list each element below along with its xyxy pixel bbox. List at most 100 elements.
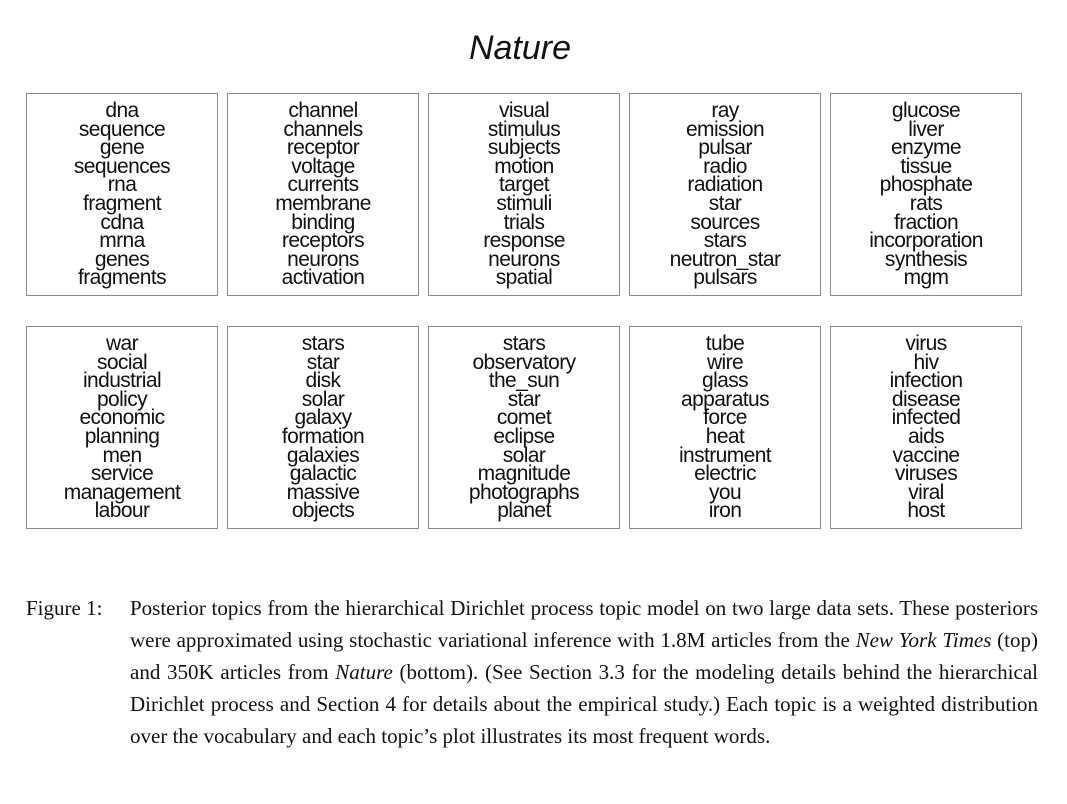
topic-box: ray emission pulsar radio radiation star… [629,93,821,296]
topic-box: stars star disk solar galaxy formation g… [227,326,419,529]
topic-word: infection [889,369,963,393]
topic-word: eclipse [493,424,555,448]
topic-word: tube [705,332,745,355]
topic-word: rats [909,191,943,215]
topic-word: stimulus [487,117,561,141]
topic-word: instrument [678,443,772,467]
topic-word: channel [288,99,358,122]
topic-word: formation [281,424,365,448]
topic-word: incorporation [869,229,983,253]
caption-emphasis: New York Times [855,628,992,652]
topic-word: massive [286,480,360,504]
topic-word: service [90,462,154,486]
topic-word: disk [305,369,342,393]
topic-word: infected [891,406,961,430]
topic-word: currents [287,173,359,197]
topic-word: fragment [82,191,162,215]
topic-word: vaccine [892,443,960,467]
topic-word: stars [502,332,546,355]
topic-word: activation [281,266,365,290]
topic-word: sources [690,210,760,234]
topic-word: neutron_star [669,247,781,271]
topic-word: stars [703,229,747,253]
topic-word: solar [502,443,546,467]
topic-word: aids [907,424,945,448]
topic-word: heat [705,424,745,448]
topic-row-top: dna sequence gene sequences rna fragment… [26,93,1022,296]
topic-word: liver [908,117,944,141]
topic-word: emission [685,117,765,141]
topic-word: solar [301,387,345,411]
topic-word: spatial [495,266,553,290]
topic-word: photographs [468,480,580,504]
topic-word: planning [84,424,160,448]
topic-word: trials [503,210,545,234]
topic-word: phosphate [879,173,973,197]
topic-box: virus hiv infection disease infected aid… [830,326,1022,529]
topic-word: voltage [291,154,355,178]
topic-word: pulsars [693,266,757,290]
topic-box: stars observatory the_sun star comet ecl… [428,326,620,529]
topic-word: labour [94,499,150,523]
topic-word: star [306,350,340,374]
topic-word: galaxies [286,443,360,467]
topic-word: star [708,191,742,215]
topic-word: target [498,173,550,197]
topic-word: radio [703,154,747,178]
topic-word: cdna [100,210,144,234]
topic-word: genes [94,247,150,271]
figure-title: Nature [468,29,572,67]
topic-word: magnitude [477,462,571,486]
topic-word: star [507,387,541,411]
topic-word: receptor [286,136,360,160]
topic-word: neurons [488,247,560,271]
topic-box: tube wire glass apparatus force heat ins… [629,326,821,529]
topic-word: policy [96,387,148,411]
topic-word: viral [908,480,944,504]
caption-text: (bottom). (See Section 3.3 for the model… [130,660,1038,748]
topic-word: electric [694,462,756,486]
topic-word: fragments [78,266,167,290]
caption-text: Posterior topics from the hierarchical D… [130,596,1038,652]
topic-word: men [102,443,142,467]
topic-word: you [708,480,742,504]
topic-word: hiv [913,350,939,374]
topic-word: wire [706,350,744,374]
topic-word: ray [711,99,739,122]
topic-word: host [907,499,945,523]
topic-row-bottom: war social industrial policy economic pl… [26,326,1022,529]
topic-word: apparatus [680,387,770,411]
topic-word: management [63,480,181,504]
topic-word: the_sun [488,369,560,393]
topic-word: disease [891,387,961,411]
topic-word: iron [708,499,742,523]
topic-word: sequence [78,117,166,141]
topic-box: war social industrial policy economic pl… [26,326,218,529]
topic-word: binding [291,210,355,234]
caption-body: Posterior topics from the hierarchical D… [130,592,1038,752]
topic-word: industrial [82,369,162,393]
topic-word: pulsar [698,136,752,160]
topic-word: galaxy [294,406,352,430]
topic-word: synthesis [884,247,968,271]
topic-word: channels [283,117,363,141]
caption-label: Figure 1: [26,596,103,620]
topic-word: fraction [893,210,959,234]
topic-word: stars [301,332,345,355]
topic-word: planet [497,499,551,523]
topic-word: visual [498,99,550,122]
topic-word: tissue [900,154,952,178]
topic-word: subjects [487,136,561,160]
topic-word: force [703,406,747,430]
topic-word: galactic [289,462,357,486]
topic-word: neurons [287,247,359,271]
topic-word: social [96,350,148,374]
topic-word: rna [107,173,137,197]
topic-word: dna [105,99,139,122]
topic-box: channel channels receptor voltage curren… [227,93,419,296]
topic-word: mgm [903,266,949,290]
topic-word: economic [79,406,165,430]
topic-box: dna sequence gene sequences rna fragment… [26,93,218,296]
topic-word: receptors [281,229,365,253]
topic-box: glucose liver enzyme tissue phosphate ra… [830,93,1022,296]
